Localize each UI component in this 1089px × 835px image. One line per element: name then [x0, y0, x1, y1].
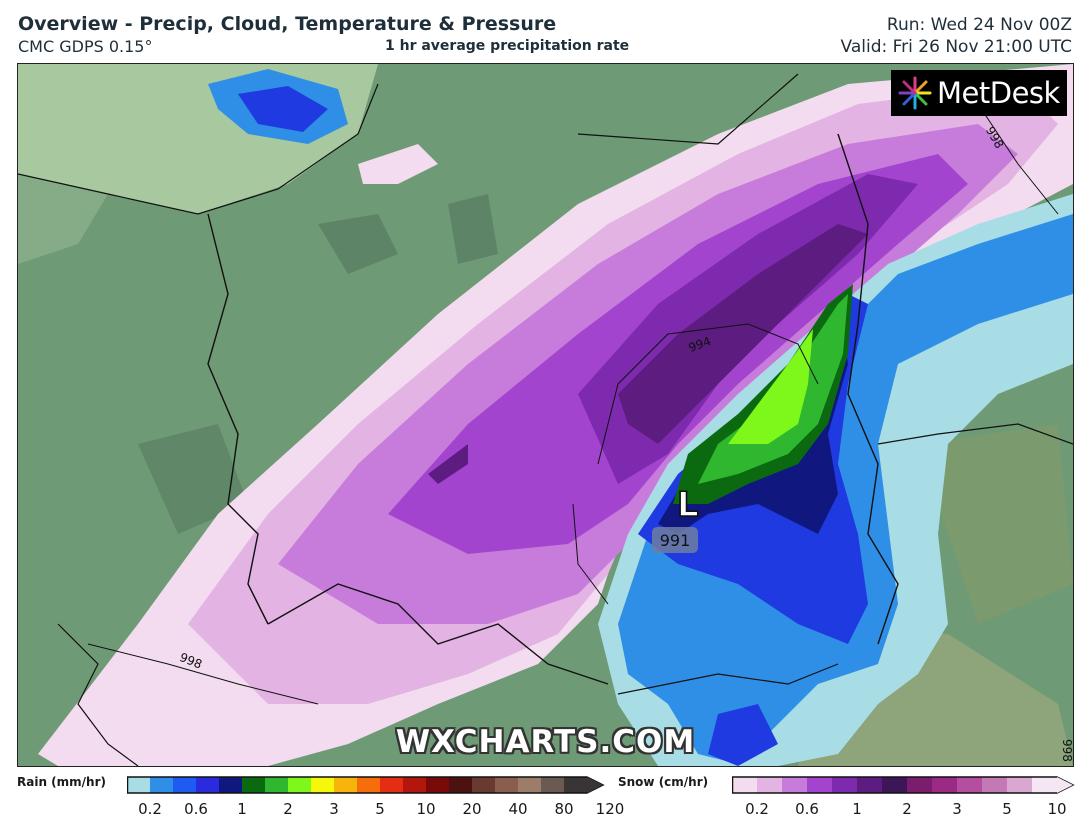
rain-color-swatch — [288, 777, 312, 793]
snow-tick-label: 1 — [852, 800, 862, 818]
snow-color-swatch — [1032, 777, 1058, 793]
rain-tick-label: 80 — [554, 800, 574, 818]
isobar-994-cont — [572, 503, 609, 605]
rain-color-swatch — [334, 777, 358, 793]
precip-map-svg: 994 998 998 998 L 991 — [18, 64, 1073, 766]
rain-tick-label: 3 — [329, 800, 339, 818]
rain-tick-label: 5 — [375, 800, 385, 818]
rain-tick-label: 20 — [462, 800, 482, 818]
country-border-southeast — [617, 663, 839, 695]
snow-tick-label: 10 — [1047, 800, 1067, 818]
rain-color-swatch — [311, 777, 335, 793]
rain-color-swatch — [541, 777, 565, 793]
snow-tick-label: 5 — [1002, 800, 1012, 818]
country-border-south — [267, 583, 609, 685]
rain-tick-label: 10 — [416, 800, 436, 818]
rain-color-swatch — [380, 777, 404, 793]
rain-color-swatch — [518, 777, 542, 793]
rain-colorbar-arrow — [587, 777, 603, 793]
snow-color-swatch — [932, 777, 958, 793]
coastal-land — [18, 174, 108, 264]
metdesk-logo-mark-icon — [898, 76, 932, 110]
snow-color-swatch — [732, 777, 758, 793]
rain-lime-area — [728, 329, 813, 444]
watermark: WXCHARTS.COM — [395, 724, 696, 760]
rain-color-swatch — [127, 777, 151, 793]
snow-color-swatch — [857, 777, 883, 793]
rain-color-swatch — [242, 777, 266, 793]
snow-color-swatch — [907, 777, 933, 793]
country-border-east — [837, 133, 899, 645]
rain-tick-label: 0.2 — [138, 800, 162, 818]
rain-color-swatch — [265, 777, 289, 793]
rain-tick-label: 0.6 — [184, 800, 208, 818]
run-time: Run: Wed 24 Nov 00Z — [886, 15, 1072, 35]
snow-tick-label: 0.6 — [795, 800, 819, 818]
snow-color-swatch — [807, 777, 833, 793]
low-pressure-value: 991 — [660, 531, 691, 550]
snow-colorbar — [732, 776, 1075, 794]
rain-color-swatch — [472, 777, 496, 793]
isobar-998-northeast — [977, 103, 1059, 215]
country-border-east-2 — [877, 423, 1073, 445]
rain-tick-label: 40 — [508, 800, 528, 818]
rain-color-swatch — [495, 777, 519, 793]
rain-blob-north-heavy — [238, 86, 328, 132]
chart-title: Overview - Precip, Cloud, Temperature & … — [18, 13, 557, 35]
snow-color-swatch — [832, 777, 858, 793]
rain-colorbar — [127, 776, 605, 794]
coastline — [18, 83, 379, 215]
snow-color-swatch — [782, 777, 808, 793]
rain-color-swatch — [449, 777, 473, 793]
low-pressure-label-box — [652, 527, 698, 553]
rain-tick-label: 120 — [595, 800, 625, 818]
snow-tick-label: 3 — [952, 800, 962, 818]
snow-color-swatch — [982, 777, 1008, 793]
land-patch — [448, 194, 498, 264]
rain-tick-label: 1 — [237, 800, 247, 818]
snow-legend-title: Snow (cm/hr) — [618, 775, 709, 789]
metdesk-logo: MetDesk — [891, 70, 1067, 116]
chart-subtitle: 1 hr average precipitation rate — [385, 38, 630, 54]
snow-extreme-cell — [428, 444, 468, 484]
country-border-southwest — [57, 623, 139, 766]
rain-color-swatch — [150, 777, 174, 793]
rain-legend-ticks: 0.2 0.6 1 2 3 5 10 20 40 80 120 — [127, 800, 624, 820]
rain-tick-label: 2 — [283, 800, 293, 818]
land-patch-east — [918, 424, 1073, 624]
land-patch — [138, 424, 248, 534]
country-border-west — [207, 213, 269, 625]
isobar-994 — [597, 323, 819, 465]
rain-color-swatch — [564, 777, 588, 793]
valid-time: Valid: Fri 26 Nov 21:00 UTC — [840, 37, 1072, 57]
snow-tick-label: 2 — [902, 800, 912, 818]
metdesk-logo-text: MetDesk — [937, 76, 1060, 110]
country-border-north — [577, 73, 799, 145]
rain-heavy-cell — [708, 704, 778, 766]
snow-colorbar-arrow — [1057, 777, 1073, 793]
model-name: CMC GDPS 0.15° — [18, 37, 153, 56]
low-pressure-symbol: L — [677, 485, 699, 525]
rain-color-swatch — [403, 777, 427, 793]
snow-blob-north — [358, 144, 438, 184]
isobar-label-998-se: 998 — [1060, 739, 1073, 762]
rain-color-swatch — [426, 777, 450, 793]
snow-tick-label: 0.2 — [745, 800, 769, 818]
snow-color-swatch — [757, 777, 783, 793]
isobar-998-west — [87, 643, 319, 705]
rain-color-swatch — [357, 777, 381, 793]
snow-color-swatch — [957, 777, 983, 793]
weather-map[interactable]: 994 998 998 998 L 991 MetDesk WXCHARTS.C… — [17, 63, 1074, 767]
snow-legend-ticks: 0.2 0.6 1 2 3 5 10 — [732, 800, 1066, 820]
snow-extreme-band — [618, 224, 868, 444]
rain-moderate-area — [618, 214, 1073, 764]
snow-color-swatch — [882, 777, 908, 793]
rain-color-swatch — [219, 777, 243, 793]
rain-color-swatch — [173, 777, 197, 793]
snow-color-swatch — [1007, 777, 1033, 793]
rain-color-swatch — [196, 777, 220, 793]
land-patch — [318, 214, 398, 274]
rain-legend-title: Rain (mm/hr) — [17, 775, 106, 789]
